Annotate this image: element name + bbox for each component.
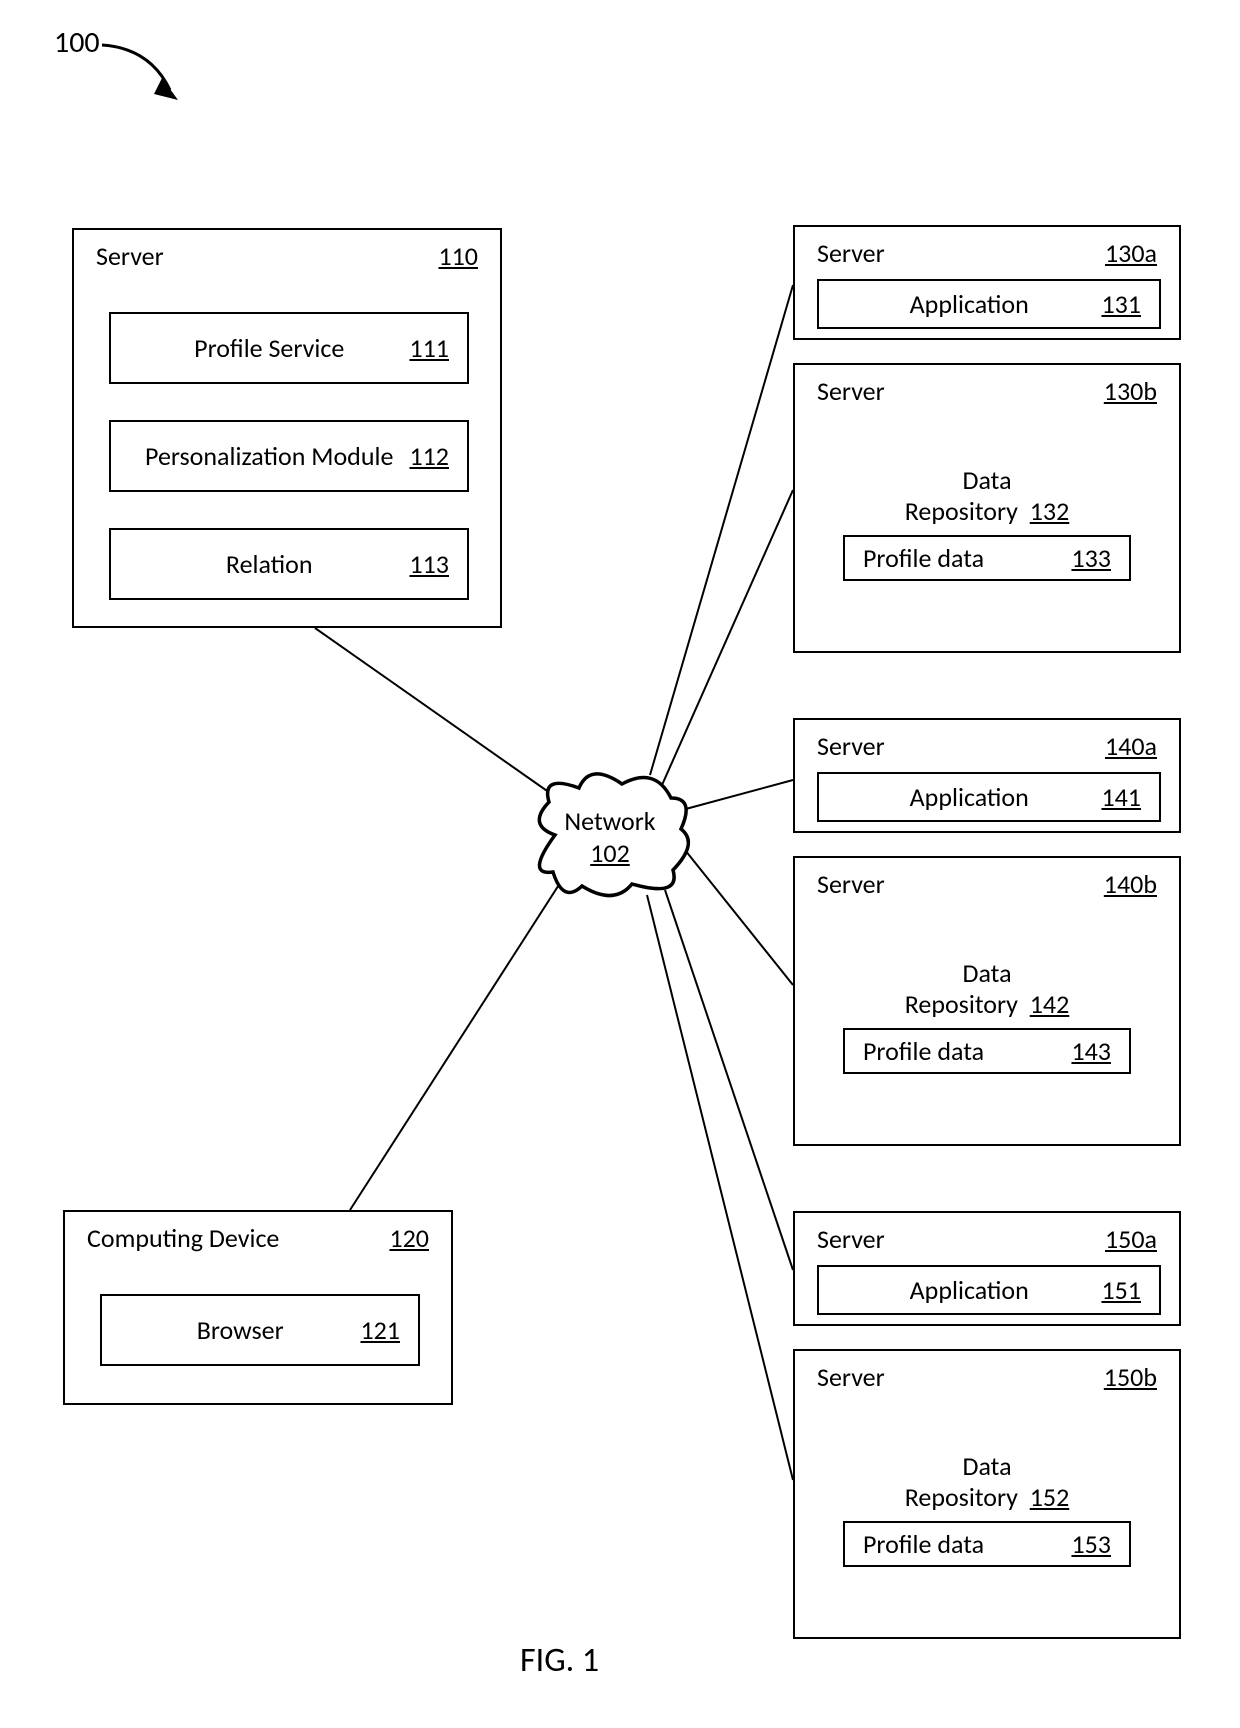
server-110-title: Server 110 [74, 240, 500, 272]
server-130a-title: Server 130a [795, 237, 1179, 269]
server-150a-application-box: Application151 [817, 1265, 1161, 1315]
cylinder-130b-ref: 132 [1030, 495, 1070, 527]
server-150a-box: Server150aApplication151 [793, 1211, 1181, 1326]
network-label-text: Network [535, 805, 685, 837]
cylinder-140b-profile-data-label: Profile data [863, 1035, 1071, 1067]
server-150b-title: Server 150b [795, 1361, 1179, 1393]
cylinder-150b-ref: 152 [1030, 1481, 1070, 1513]
cylinder-150b-profile-data-label: Profile data [863, 1528, 1071, 1560]
server-110-ref: 110 [438, 240, 478, 272]
server-150a-application-ref: 151 [1101, 1274, 1141, 1306]
cylinder-140b-profile-data-box: Profile data143 [843, 1028, 1131, 1074]
server-110-item-1-box: Personalization Module112 [109, 420, 469, 492]
server-130b-ref: 130b [1104, 375, 1157, 407]
server-130a-box: Server130aApplication131 [793, 225, 1181, 340]
server-140a-application-label: Application [837, 781, 1101, 813]
cylinder-140b-profile-data-ref: 143 [1071, 1035, 1111, 1067]
server-130b-title: Server 130b [795, 375, 1179, 407]
server-110-item-2-label: Relation [129, 548, 409, 580]
figure-ref-arrow [102, 45, 178, 100]
server-140b-title-text: Server [817, 868, 885, 900]
server-140a-box: Server140aApplication141 [793, 718, 1181, 833]
edge-6 [665, 890, 793, 1270]
computing-device-title-text: Computing Device [87, 1222, 279, 1254]
server-110-item-0-label: Profile Service [129, 332, 409, 364]
cylinder-150b-label2: Repository 152 [818, 1482, 1156, 1513]
cylinder-150b-label1: Data [818, 1451, 1156, 1482]
cylinder-130b-profile-data-label: Profile data [863, 542, 1071, 574]
server-130a-application-box: Application131 [817, 279, 1161, 329]
server-130a-application-label: Application [837, 288, 1101, 320]
edge-1 [350, 880, 562, 1210]
server-110-item-2-box: Relation113 [109, 528, 469, 600]
computing-device-box: Computing Device 120 Browser121 [63, 1210, 453, 1405]
edge-3 [662, 490, 793, 785]
edge-7 [647, 895, 793, 1480]
server-130b-title-text: Server [817, 375, 885, 407]
cylinder-150b-label: DataRepository 152 [818, 1451, 1156, 1513]
cylinder-130b-profile-data-ref: 133 [1071, 542, 1111, 574]
figure-caption: FIG. 1 [520, 1640, 599, 1681]
server-110-item-1-ref: 112 [409, 440, 449, 472]
edge-5 [685, 850, 793, 985]
cylinder-130b-profile-data-box: Profile data133 [843, 535, 1131, 581]
server-150a-title-text: Server [817, 1223, 885, 1255]
edge-4 [682, 780, 793, 810]
server-140a-application-box: Application141 [817, 772, 1161, 822]
figure-ref-label: 100 [54, 24, 100, 61]
computing-device-ref: 120 [389, 1222, 429, 1254]
server-130a-ref: 130a [1105, 237, 1157, 269]
server-150b-ref: 150b [1104, 1361, 1157, 1393]
server-140b-ref: 140b [1104, 868, 1157, 900]
server-140a-application-ref: 141 [1101, 781, 1141, 813]
server-150a-title: Server 150a [795, 1223, 1179, 1255]
cylinder-140b-label: DataRepository 142 [818, 958, 1156, 1020]
diagram-stage: 100 Server 110 Profile Service111 Persona… [0, 0, 1240, 1728]
cylinder-140b-ref: 142 [1030, 988, 1070, 1020]
computing-device-item-0-ref: 121 [360, 1314, 400, 1346]
server-110-item-0-ref: 111 [409, 332, 449, 364]
server-130a-title-text: Server [817, 237, 885, 269]
computing-device-title: Computing Device 120 [65, 1222, 451, 1254]
server-150a-ref: 150a [1105, 1223, 1157, 1255]
cylinder-150b-profile-data-box: Profile data153 [843, 1521, 1131, 1567]
cylinder-150b-profile-data-ref: 153 [1071, 1528, 1111, 1560]
server-140b-title: Server 140b [795, 868, 1179, 900]
server-110-item-0-box: Profile Service111 [109, 312, 469, 384]
cylinder-130b-label1: Data [818, 465, 1156, 496]
server-110-item-2-ref: 113 [409, 548, 449, 580]
cylinder-130b-label2: Repository 132 [818, 496, 1156, 527]
computing-device-item-0-label: Browser [120, 1314, 360, 1346]
edge-0 [315, 628, 560, 800]
server-110-box: Server 110 Profile Service111 Personaliza… [72, 228, 502, 628]
server-150a-application-label: Application [837, 1274, 1101, 1306]
cylinder-130b-label: DataRepository 132 [818, 465, 1156, 527]
cylinder-140b-label1: Data [818, 958, 1156, 989]
network-ref: 102 [535, 837, 685, 869]
network-label: Network 102 [535, 805, 685, 869]
server-140a-ref: 140a [1105, 730, 1157, 762]
server-140a-title: Server 140a [795, 730, 1179, 762]
server-140a-title-text: Server [817, 730, 885, 762]
server-130a-application-ref: 131 [1101, 288, 1141, 320]
server-110-item-1-label: Personalization Module [129, 440, 409, 472]
edge-2 [650, 285, 793, 775]
server-150b-title-text: Server [817, 1361, 885, 1393]
server-110-title-text: Server [96, 240, 164, 272]
cylinder-140b-label2: Repository 142 [818, 989, 1156, 1020]
computing-device-item-0-box: Browser121 [100, 1294, 420, 1366]
